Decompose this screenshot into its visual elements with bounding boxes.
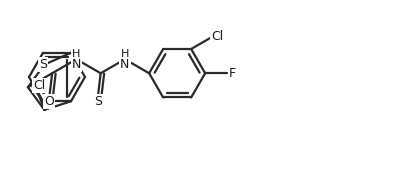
- Text: O: O: [44, 95, 54, 108]
- Text: S: S: [93, 95, 102, 108]
- Text: H: H: [121, 49, 129, 59]
- Text: N: N: [71, 58, 81, 71]
- Text: N: N: [120, 58, 129, 71]
- Text: F: F: [228, 67, 235, 80]
- Text: H: H: [72, 49, 81, 59]
- Text: S: S: [39, 58, 47, 71]
- Text: Cl: Cl: [33, 79, 45, 92]
- Text: Cl: Cl: [210, 30, 223, 44]
